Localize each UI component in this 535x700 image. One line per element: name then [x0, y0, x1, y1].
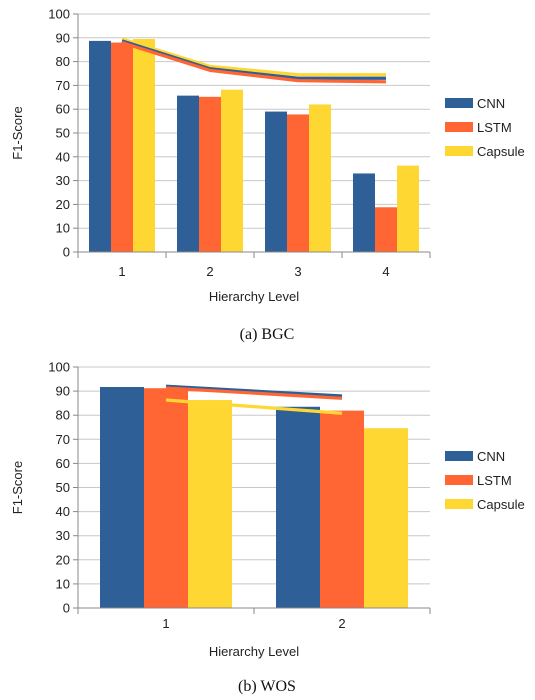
legend-swatch-lstm: [445, 122, 473, 132]
legend-swatch-cnn: [445, 98, 473, 108]
bar-lstm-1: [111, 42, 133, 253]
figure-caption: (b) WOS: [238, 678, 296, 695]
y-tick-label: 70: [56, 78, 70, 93]
bar-lstm-2: [320, 410, 364, 608]
y-tick-label: 10: [56, 576, 70, 591]
bar-lstm-3: [287, 114, 309, 252]
y-tick-label: 50: [56, 126, 70, 141]
line-cnn: [121, 39, 386, 80]
bar-capsule-1: [188, 400, 232, 608]
y-tick-label: 90: [56, 30, 70, 45]
bar-capsule-2: [221, 89, 243, 253]
y-tick-label: 70: [56, 432, 70, 447]
y-tick-label: 90: [56, 384, 70, 399]
legend-label-lstm: LSTM: [477, 473, 512, 488]
bar-cnn-2: [177, 95, 199, 252]
legend-label-cnn: CNN: [477, 96, 505, 111]
x-tick-label: 1: [162, 616, 169, 631]
y-tick-label: 30: [56, 528, 70, 543]
legend-swatch-lstm: [445, 475, 473, 485]
x-axis-title: Hierarchy Level: [209, 644, 299, 659]
bar-cnn-3: [265, 111, 287, 252]
bar-capsule-2: [364, 428, 408, 608]
x-tick-label: 1: [118, 264, 125, 279]
bar-cnn-2: [276, 406, 320, 608]
line-lstm: [121, 41, 387, 84]
figure-caption: (a) BGC: [240, 326, 295, 343]
y-tick-label: 30: [56, 173, 70, 188]
line-lstm: [165, 386, 343, 400]
y-tick-label: 60: [56, 102, 70, 117]
y-tick-label: 20: [56, 552, 70, 567]
legend-label-lstm: LSTM: [477, 120, 512, 135]
chart-bgc: 0 10 20 30 40 50 60 70 80 90 100 1 2 3 4 Hierarchy Leve…: [10, 7, 525, 344]
y-tick-label: 10: [56, 221, 70, 236]
y-tick-label: 20: [56, 197, 70, 212]
line-cnn: [165, 384, 343, 398]
legend-label-cnn: CNN: [477, 449, 505, 464]
bar-lstm-4: [375, 207, 397, 252]
bar-capsule-3: [309, 104, 331, 252]
x-tick-label: 2: [338, 616, 345, 631]
bar-capsule-4: [397, 165, 419, 252]
y-tick-label: 40: [56, 504, 70, 519]
y-tick-label: 60: [56, 456, 70, 471]
y-tick-label: 0: [63, 601, 70, 616]
chart-wos: 0 10 20 30 40 50 60 70 80 90 100 1 2 Hierarchy Level F…: [10, 360, 525, 696]
x-axis-title: Hierarchy Level: [209, 289, 299, 304]
y-tick-label: 40: [56, 149, 70, 164]
x-tick-label: 2: [206, 264, 213, 279]
bar-cnn-4: [353, 173, 375, 252]
legend-swatch-capsule: [445, 146, 473, 156]
y-tick-label: 100: [48, 360, 70, 375]
y-tick-label: 50: [56, 480, 70, 495]
bar-cnn-1: [100, 387, 144, 608]
y-tick-label: 80: [56, 54, 70, 69]
line-capsule: [121, 37, 386, 77]
y-axis-title: F1-Score: [10, 461, 25, 514]
y-tick-label: 0: [63, 245, 70, 260]
y-axis-title: F1-Score: [10, 106, 25, 159]
y-tick-label: 100: [48, 7, 70, 22]
x-tick-label: 3: [294, 264, 301, 279]
legend-label-capsule: Capsule: [477, 497, 525, 512]
bar-capsule-1: [133, 38, 155, 252]
bar-lstm-2: [199, 96, 221, 252]
legend-swatch-cnn: [445, 451, 473, 461]
x-tick-label: 4: [382, 264, 389, 279]
bar-cnn-1: [89, 40, 111, 253]
line-capsule: [165, 398, 343, 415]
bar-lstm-1: [144, 388, 188, 608]
y-tick-label: 80: [56, 408, 70, 423]
legend-label-capsule: Capsule: [477, 144, 525, 159]
legend-swatch-capsule: [445, 499, 473, 509]
